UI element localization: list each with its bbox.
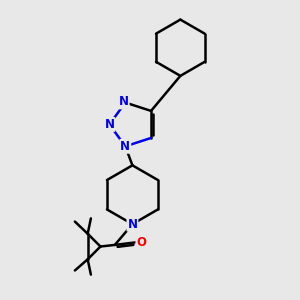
Text: N: N xyxy=(120,140,130,153)
Text: N: N xyxy=(104,118,114,131)
Text: N: N xyxy=(119,95,129,108)
Text: N: N xyxy=(128,218,137,231)
Text: O: O xyxy=(136,236,146,249)
